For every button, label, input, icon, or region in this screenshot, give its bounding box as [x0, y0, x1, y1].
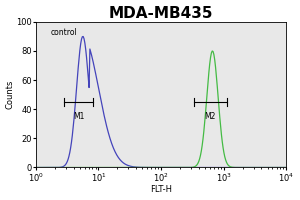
Title: MDA-MB435: MDA-MB435	[109, 6, 213, 21]
Text: control: control	[51, 28, 78, 37]
Y-axis label: Counts: Counts	[6, 80, 15, 109]
Text: M2: M2	[205, 112, 216, 121]
X-axis label: FLT-H: FLT-H	[150, 185, 172, 194]
Text: M1: M1	[73, 112, 84, 121]
